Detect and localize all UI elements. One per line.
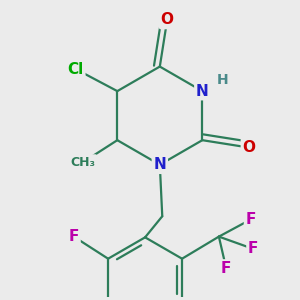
Text: O: O xyxy=(242,140,255,155)
Text: F: F xyxy=(221,261,231,276)
Text: N: N xyxy=(196,84,209,99)
Text: F: F xyxy=(69,229,79,244)
Text: O: O xyxy=(161,13,174,28)
Text: F: F xyxy=(246,212,256,227)
Text: F: F xyxy=(248,242,258,256)
Text: CH₃: CH₃ xyxy=(70,156,95,169)
Text: N: N xyxy=(153,157,166,172)
Text: Cl: Cl xyxy=(68,61,84,76)
Text: H: H xyxy=(217,73,229,87)
